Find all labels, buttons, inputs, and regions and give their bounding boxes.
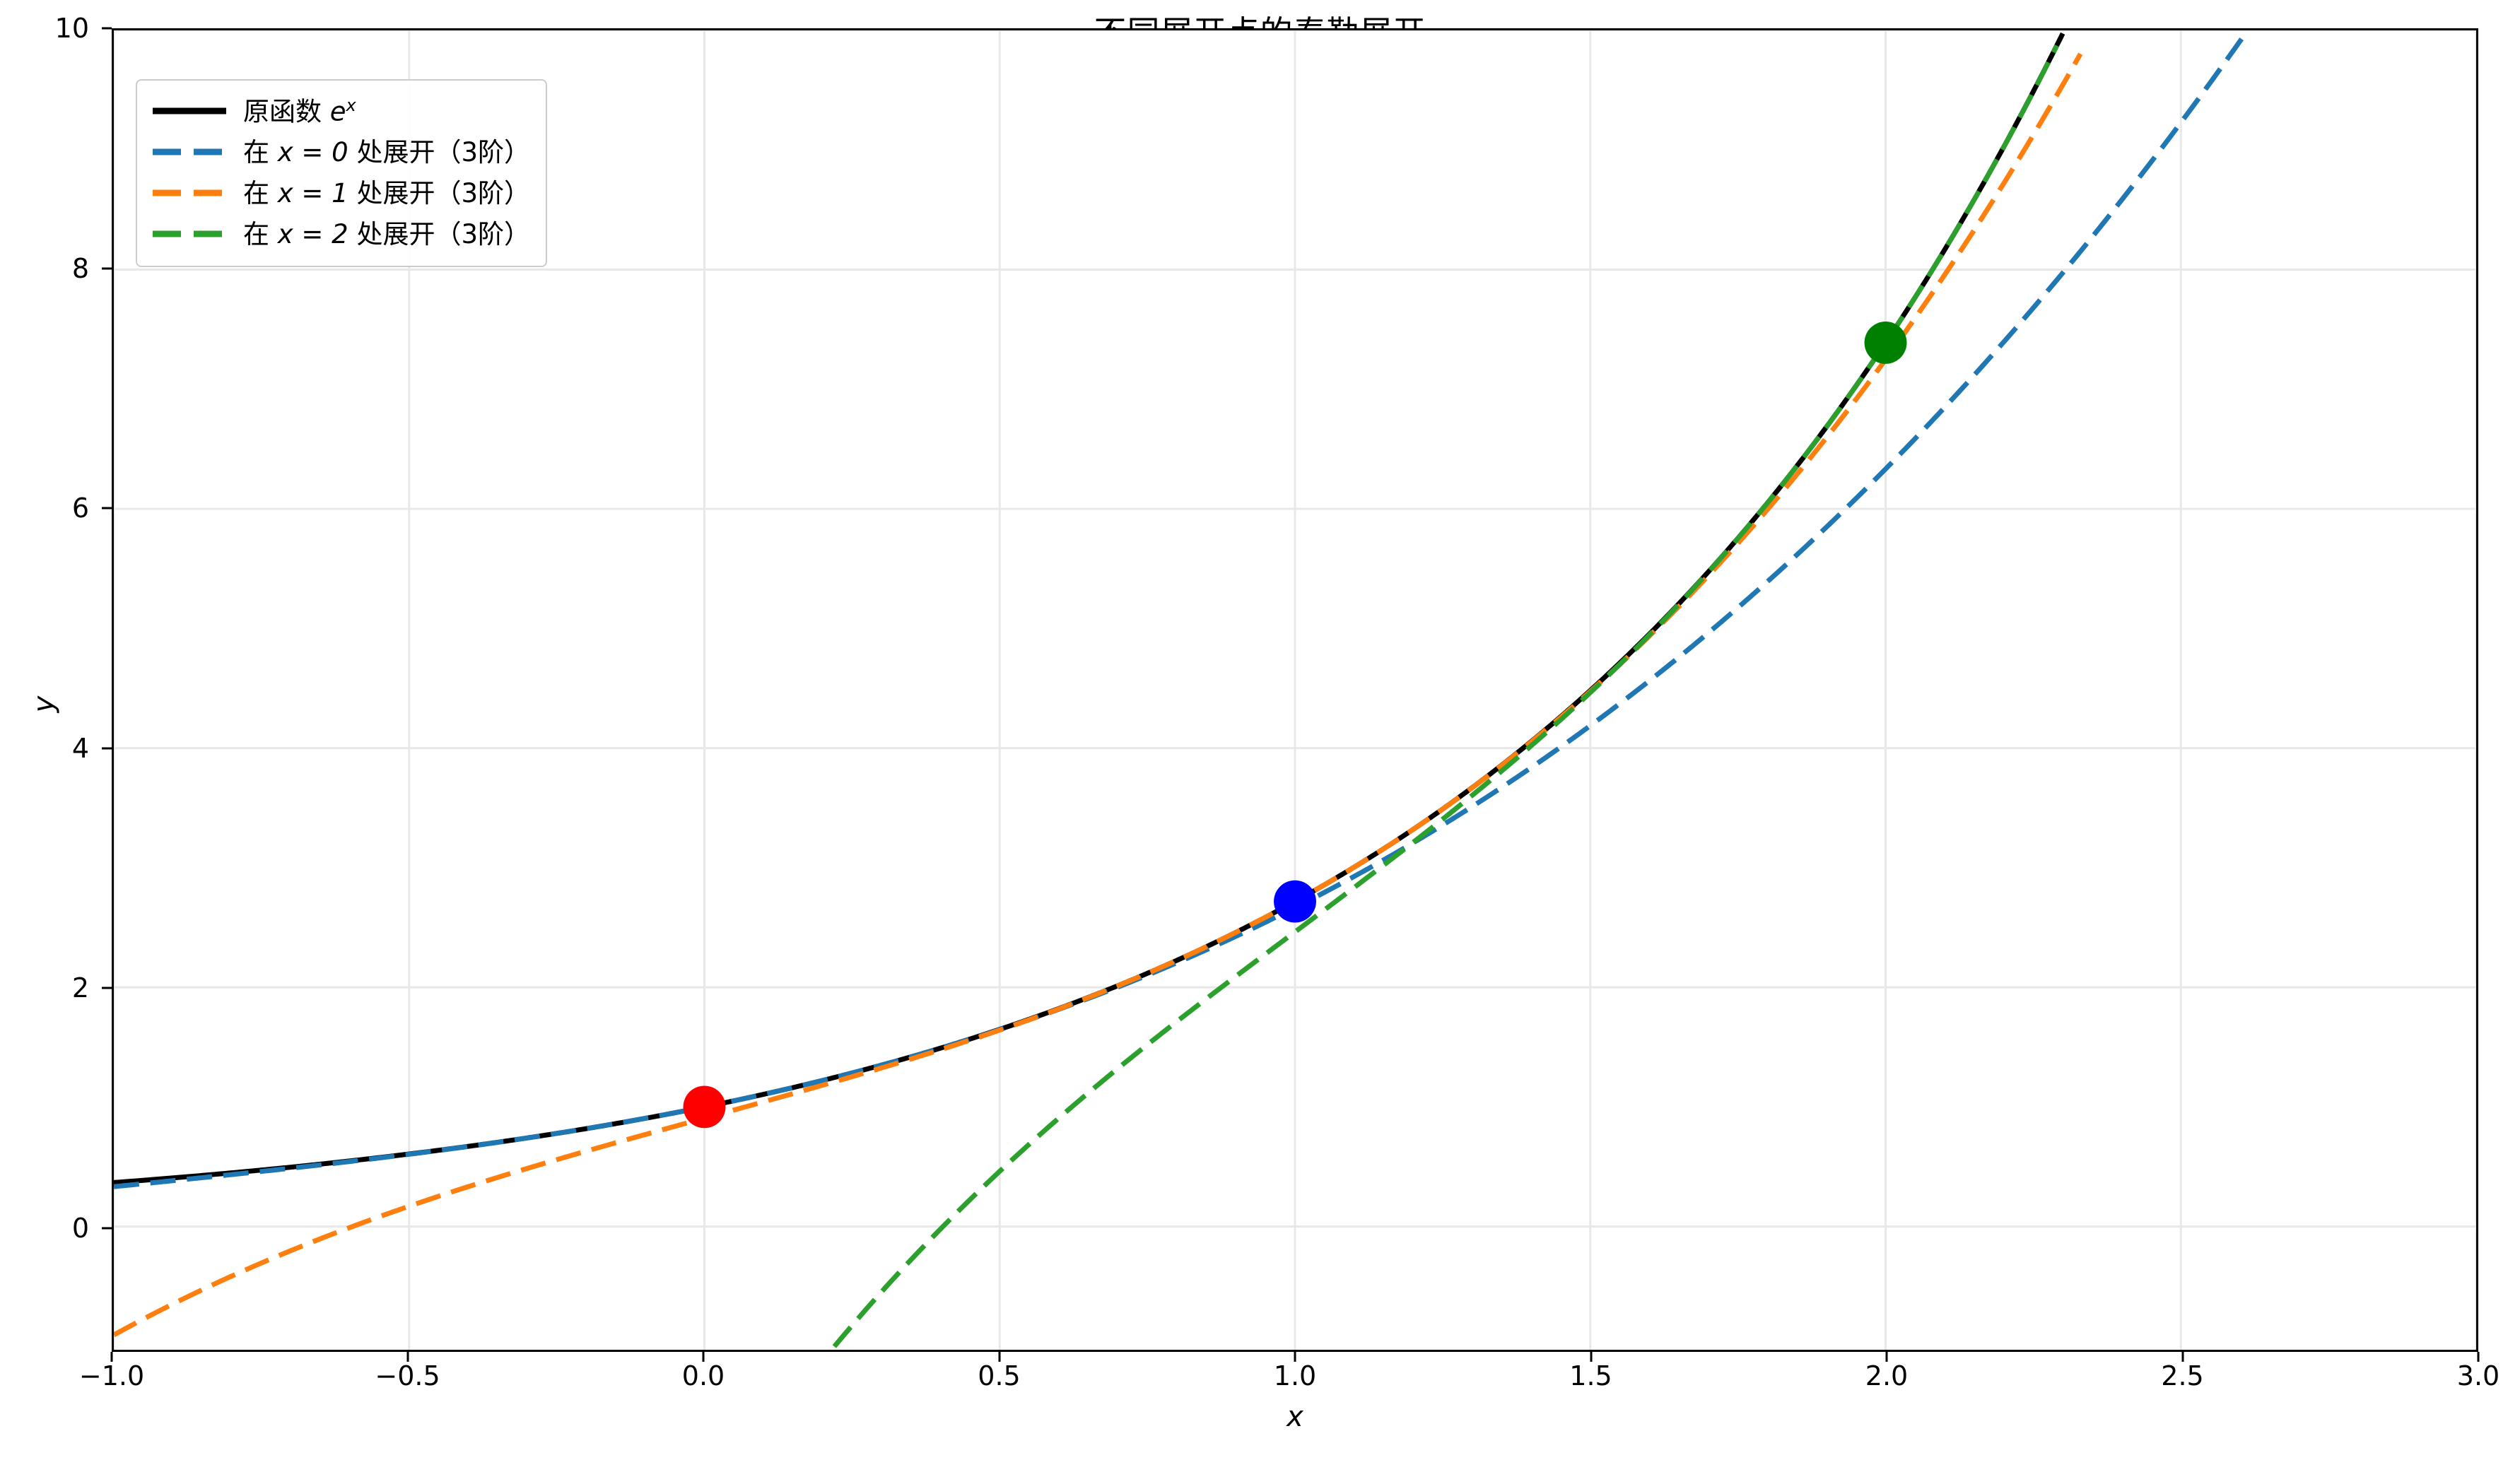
y-tick-label: 4 — [71, 732, 89, 764]
curve-1 — [114, 30, 2249, 1189]
y-tick-label: 8 — [71, 252, 89, 284]
x-tick-mark — [1885, 1352, 1888, 1362]
legend-swatch-original — [151, 95, 228, 126]
x-tick-label: 2.0 — [1865, 1360, 1909, 1391]
marker-point-2 — [1864, 322, 1907, 364]
x-tick-label: 1.5 — [1569, 1360, 1612, 1391]
y-tick-label: 2 — [71, 972, 89, 1004]
gridlines — [114, 30, 2476, 1350]
legend-label-taylor-1: 在 x = 1 处展开（3阶） — [243, 177, 531, 208]
x-tick-label: −1.0 — [78, 1360, 145, 1391]
x-tick-mark — [2477, 1352, 2480, 1362]
y-tick-mark — [102, 27, 112, 30]
x-tick-label: 3.0 — [2456, 1360, 2500, 1391]
y-tick-label: 6 — [71, 493, 89, 524]
curve-3 — [832, 44, 2059, 1348]
legend-item-taylor-2: 在 x = 2 处展开（3阶） — [151, 213, 530, 254]
legend-item-taylor-1: 在 x = 1 处展开（3阶） — [151, 172, 530, 213]
legend-swatch-taylor-0 — [151, 136, 228, 167]
x-tick-mark — [110, 1352, 113, 1362]
y-tick-label: 10 — [54, 13, 89, 44]
data-curves — [114, 30, 2249, 1348]
legend: 原函数 ex 在 x = 0 处展开（3阶） 在 x = 1 处展开（3阶） 在… — [136, 79, 548, 267]
y-axis-label: y — [28, 695, 60, 713]
legend-label-taylor-0: 在 x = 0 处展开（3阶） — [243, 136, 531, 167]
x-tick-label: −0.5 — [375, 1360, 440, 1391]
legend-item-taylor-0: 在 x = 0 处展开（3阶） — [151, 131, 530, 172]
x-tick-mark — [406, 1352, 409, 1362]
legend-swatch-taylor-1 — [151, 177, 228, 208]
x-tick-label: 2.5 — [2161, 1360, 2204, 1391]
y-tick-mark — [102, 987, 112, 989]
y-tick-mark — [102, 747, 112, 750]
x-tick-label: 0.5 — [978, 1360, 1021, 1391]
marker-point-0 — [683, 1085, 726, 1129]
x-axis-label: x — [1287, 1401, 1303, 1433]
curve-2 — [114, 52, 2083, 1338]
expansion-point-markers — [683, 322, 1907, 1129]
legend-label-original: 原函数 ex — [243, 95, 356, 127]
legend-label-taylor-2: 在 x = 2 处展开（3阶） — [243, 218, 531, 249]
y-axis-label-holder: y — [25, 28, 68, 1352]
y-tick-mark — [102, 267, 112, 270]
x-tick-mark — [1590, 1352, 1592, 1362]
y-tick-mark — [102, 507, 112, 510]
x-tick-label: 0.0 — [681, 1360, 725, 1391]
x-tick-mark — [998, 1352, 1000, 1362]
x-tick-mark — [2181, 1352, 2184, 1362]
legend-swatch-taylor-2 — [151, 218, 228, 249]
plot-svg — [114, 30, 2476, 1350]
x-tick-label: 1.0 — [1273, 1360, 1317, 1391]
marker-point-1 — [1274, 880, 1316, 923]
x-tick-mark — [1294, 1352, 1296, 1362]
legend-item-original: 原函数 ex — [151, 90, 530, 131]
x-tick-mark — [702, 1352, 705, 1362]
y-tick-label: 0 — [71, 1213, 89, 1244]
y-tick-mark — [102, 1227, 112, 1230]
